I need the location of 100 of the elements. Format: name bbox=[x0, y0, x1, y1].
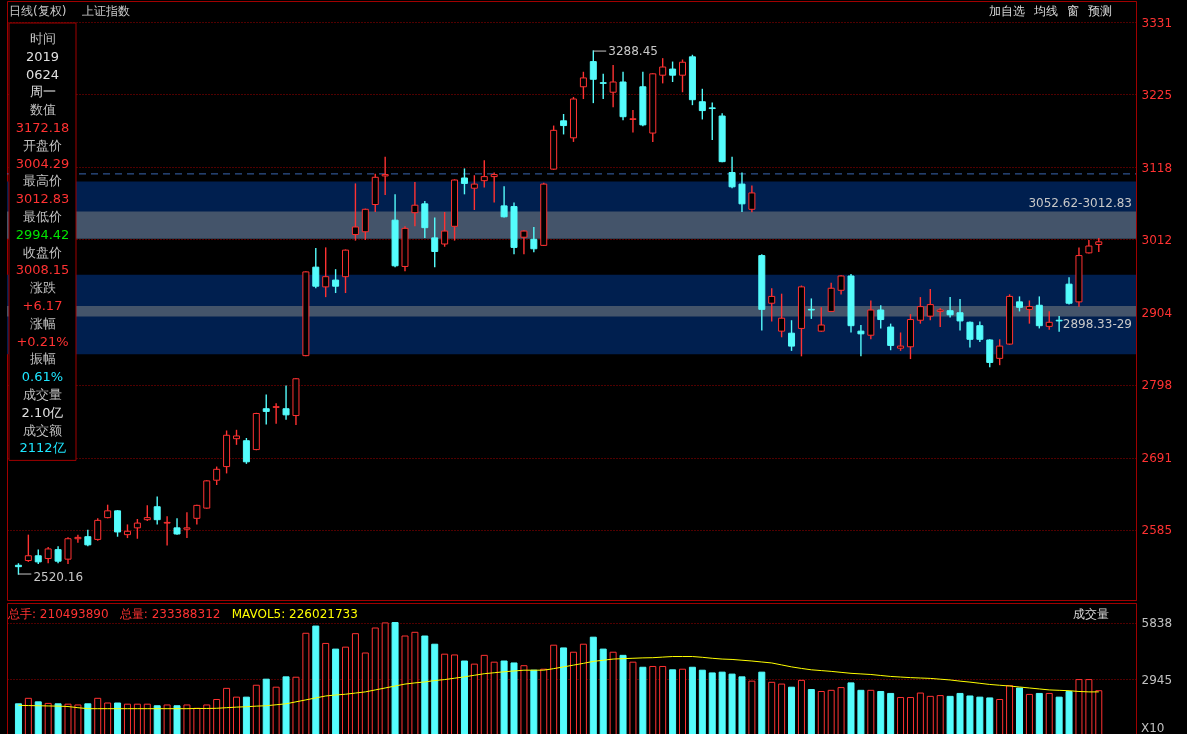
bar bbox=[1065, 690, 1073, 734]
candlestick bbox=[996, 339, 1004, 366]
y-tick-label: 3331 bbox=[1141, 15, 1173, 30]
candlestick bbox=[470, 175, 478, 210]
candlestick bbox=[599, 73, 607, 100]
annotation: 2994.42 bbox=[15, 226, 70, 242]
annotation: 成交量 bbox=[23, 387, 62, 402]
y-tick-label: 2904 bbox=[1141, 306, 1173, 321]
candlestick bbox=[361, 208, 369, 240]
candlestick bbox=[738, 172, 746, 213]
bar bbox=[788, 686, 796, 734]
candlestick bbox=[411, 182, 419, 227]
candlestick bbox=[887, 323, 895, 351]
bar bbox=[718, 671, 726, 734]
candlestick bbox=[708, 102, 716, 140]
bar bbox=[688, 666, 696, 734]
candlestick bbox=[817, 307, 825, 332]
bar bbox=[262, 678, 270, 734]
annotation: +0.21% bbox=[16, 333, 69, 349]
annotation: 总量: 233388312 bbox=[118, 607, 221, 621]
bar bbox=[589, 636, 597, 734]
bar bbox=[807, 689, 815, 734]
annotation: 均线 bbox=[1033, 4, 1058, 18]
y-tick-label: 2798 bbox=[1141, 378, 1173, 393]
candlestick bbox=[490, 172, 498, 203]
bar bbox=[986, 697, 994, 734]
annotation: 窗 bbox=[1067, 4, 1079, 18]
candlestick bbox=[579, 71, 587, 100]
bar bbox=[500, 660, 508, 734]
chart-subtitle: 上证指数 bbox=[81, 4, 130, 18]
bar bbox=[391, 622, 399, 734]
candlestick bbox=[1025, 300, 1033, 324]
y-axis-title: X10 bbox=[1141, 721, 1165, 734]
annotation: 0.61% bbox=[21, 369, 64, 385]
candlestick bbox=[589, 50, 597, 104]
bar bbox=[669, 669, 677, 734]
candlestick bbox=[183, 512, 191, 539]
candlestick bbox=[659, 58, 667, 84]
annotation: 最低价 bbox=[23, 209, 62, 224]
candlestick bbox=[24, 534, 32, 562]
candlestick bbox=[698, 88, 706, 120]
chart-title: 日线(复权) bbox=[9, 4, 67, 18]
annotation: 2.10亿 bbox=[21, 404, 64, 420]
annotation: 2112亿 bbox=[19, 440, 66, 456]
bar bbox=[639, 666, 647, 734]
bar bbox=[847, 682, 855, 734]
bar bbox=[431, 643, 439, 734]
y-tick-label: 2585 bbox=[1141, 523, 1173, 538]
annotation: 开盘价 bbox=[23, 137, 62, 153]
bar bbox=[54, 703, 62, 734]
candlestick bbox=[500, 186, 508, 218]
bar bbox=[976, 696, 984, 734]
bar bbox=[421, 635, 429, 734]
bar bbox=[173, 705, 181, 734]
annotation: 周一 bbox=[29, 84, 56, 100]
annotation: 时间 bbox=[29, 31, 56, 46]
bar bbox=[332, 648, 340, 734]
y-tick-label: 3118 bbox=[1141, 160, 1173, 175]
y-tick-label: 2691 bbox=[1141, 451, 1173, 466]
annotation: 加自选 bbox=[989, 4, 1025, 18]
annotation: 数值 bbox=[29, 102, 56, 118]
band-label: 3052.62-3012.83 bbox=[1028, 195, 1132, 210]
candlestick bbox=[322, 247, 330, 298]
candlestick bbox=[976, 321, 984, 343]
candlestick bbox=[748, 185, 756, 213]
bar bbox=[698, 669, 706, 734]
candlestick bbox=[956, 299, 964, 331]
bar bbox=[877, 690, 885, 734]
bar bbox=[966, 695, 974, 734]
candlestick bbox=[788, 320, 796, 351]
y-tick-label: 5838 bbox=[1141, 616, 1173, 631]
candlestick bbox=[778, 293, 786, 338]
annotation: 涨幅 bbox=[29, 315, 56, 331]
candlestick bbox=[74, 534, 82, 543]
candlestick bbox=[857, 324, 865, 357]
candlestick bbox=[560, 113, 568, 135]
candlestick bbox=[133, 518, 141, 539]
candlestick bbox=[728, 156, 736, 189]
candlestick bbox=[381, 156, 389, 196]
y-tick-label: 2945 bbox=[1141, 672, 1173, 687]
candlestick bbox=[332, 269, 340, 294]
bar bbox=[1016, 687, 1023, 734]
candlestick bbox=[669, 61, 677, 83]
annotation: 3008.15 bbox=[15, 262, 70, 278]
candlestick bbox=[441, 211, 449, 247]
bar bbox=[1035, 692, 1043, 734]
candlestick bbox=[262, 394, 270, 425]
bar bbox=[1055, 696, 1063, 734]
annotation: 3288.45 bbox=[608, 44, 658, 59]
bar bbox=[946, 695, 954, 734]
candlestick bbox=[877, 305, 885, 329]
candlestick bbox=[1055, 315, 1063, 332]
annotation: 3172.18 bbox=[15, 120, 70, 135]
candlestick bbox=[460, 168, 468, 195]
candlestick bbox=[827, 282, 835, 313]
bar bbox=[153, 705, 161, 734]
candlestick bbox=[530, 226, 538, 253]
bar bbox=[956, 692, 964, 734]
chart-title: 成交量 bbox=[1073, 607, 1109, 621]
annotation: 3012.83 bbox=[15, 191, 70, 207]
